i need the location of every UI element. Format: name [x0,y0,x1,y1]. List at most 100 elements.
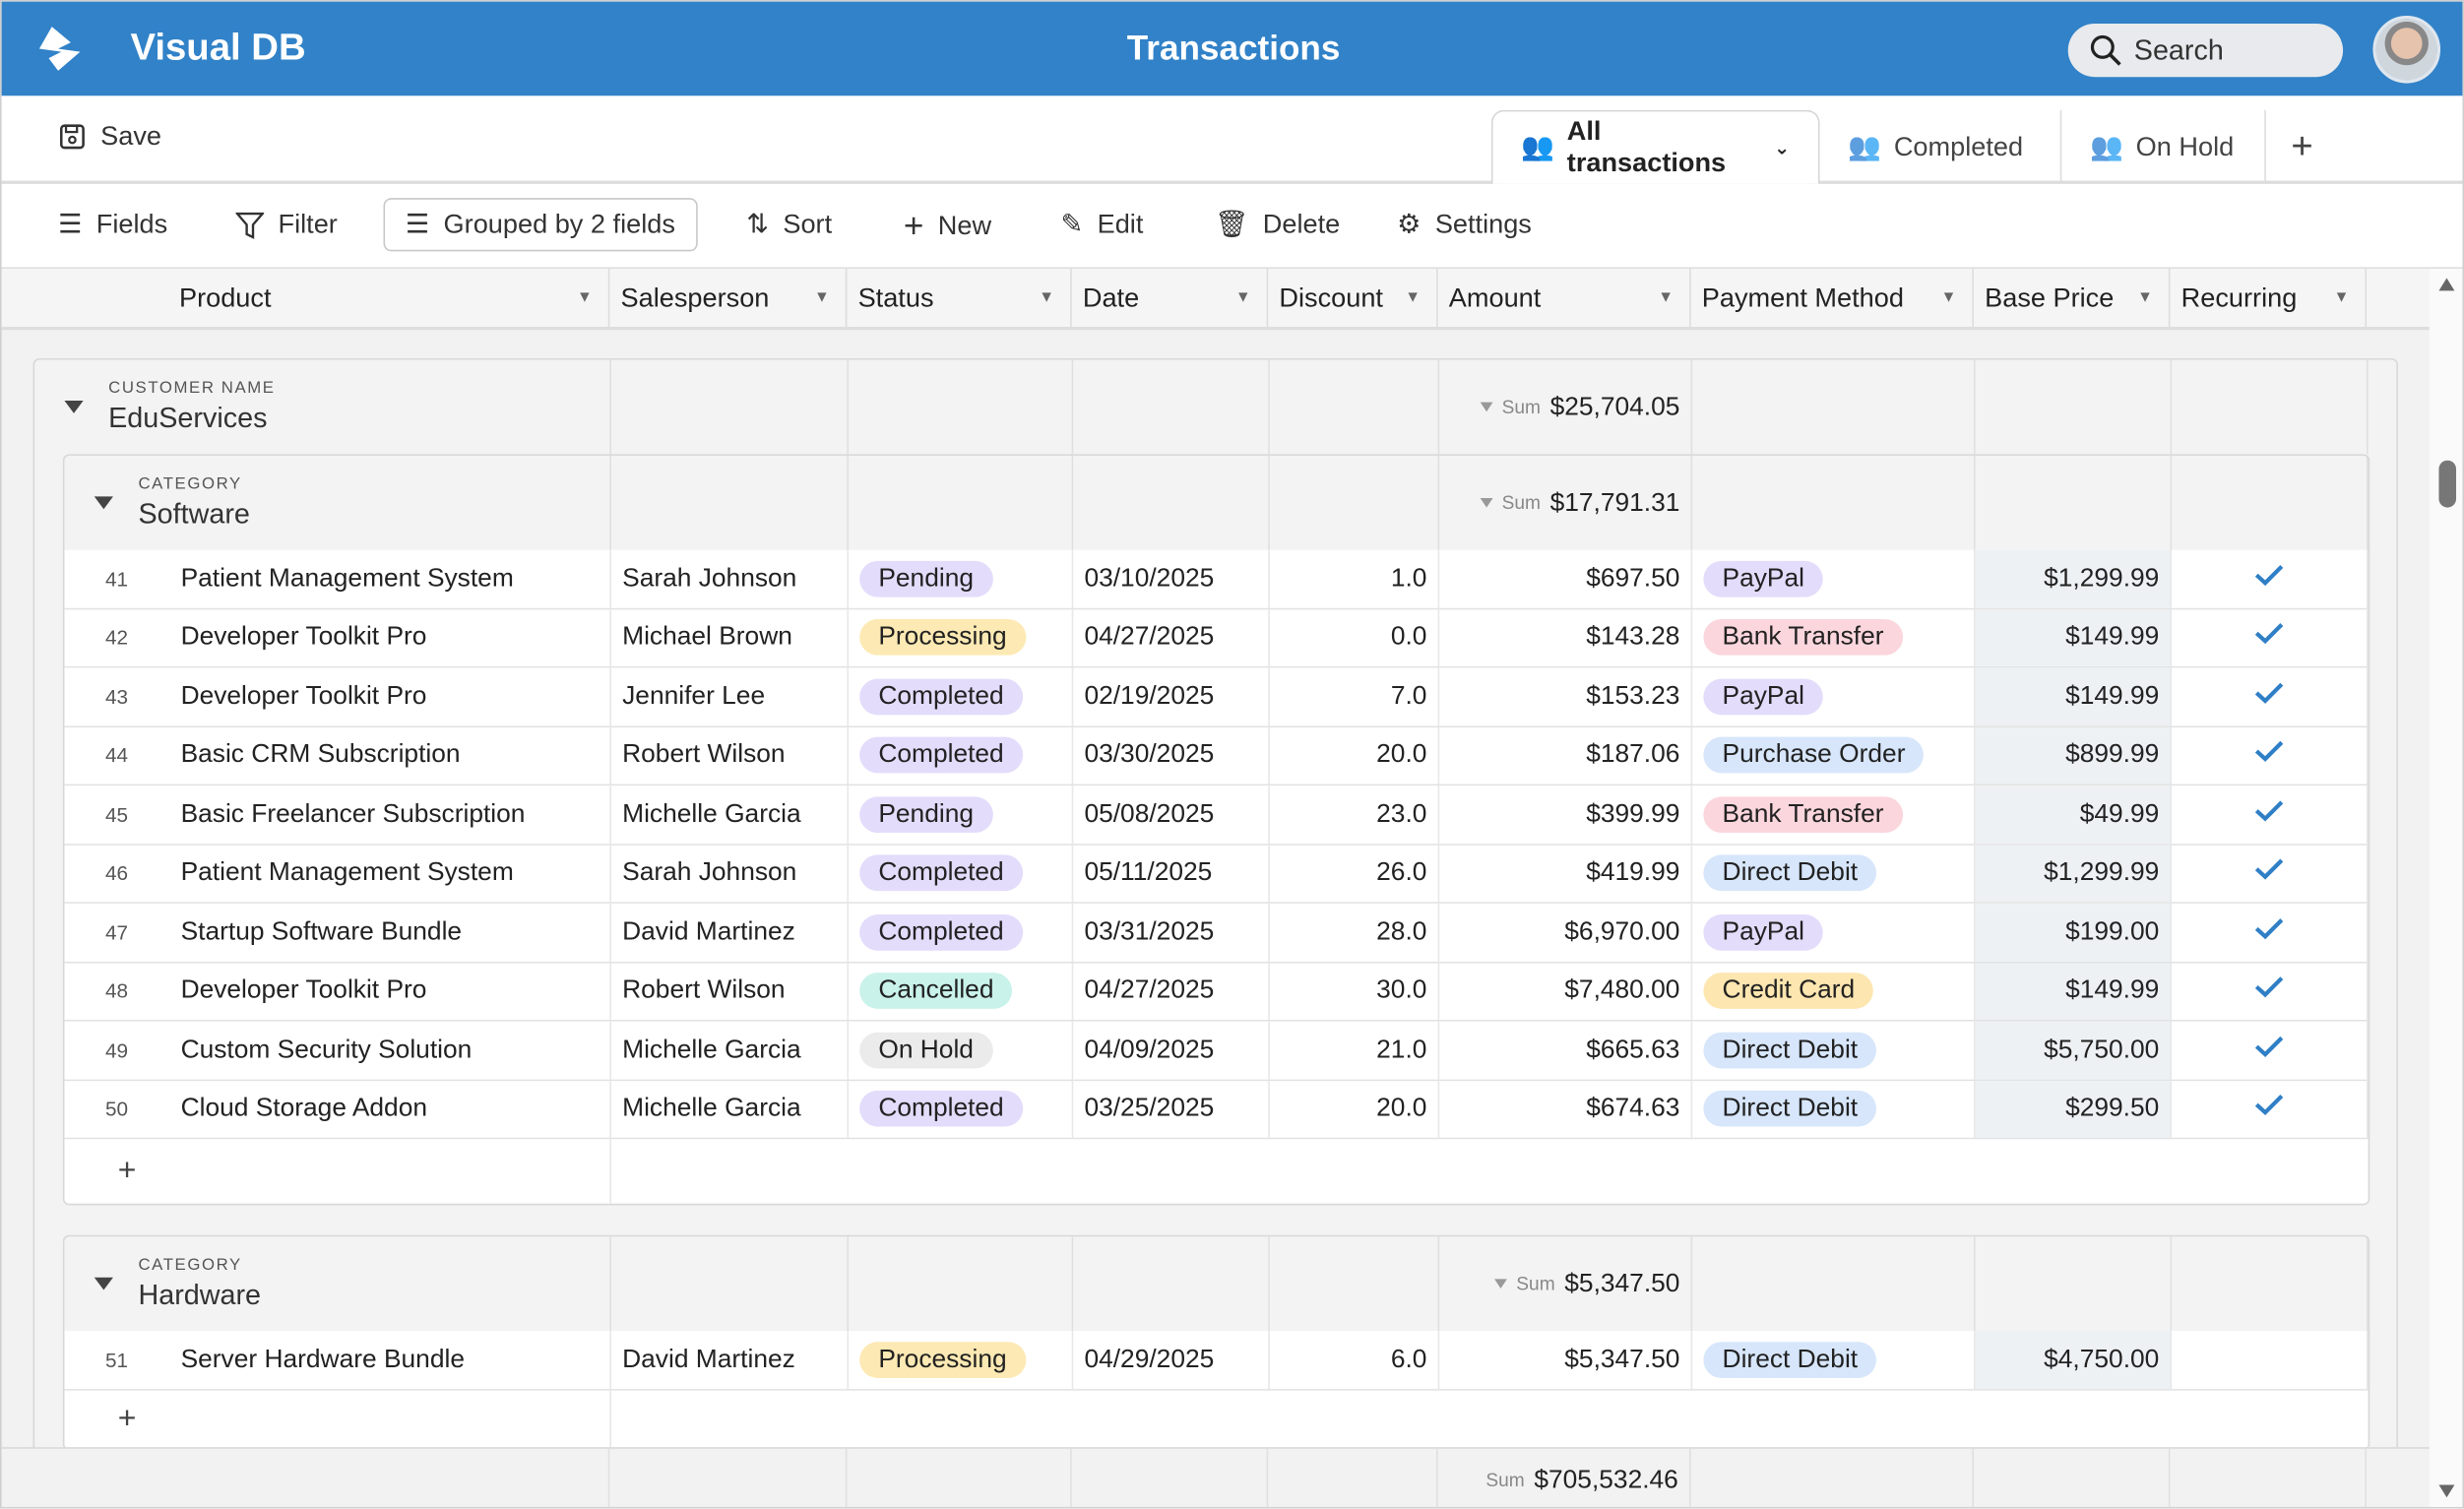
sum-dropdown-icon[interactable] [1480,402,1493,412]
recurring-cell[interactable] [2172,962,2369,1020]
status-cell[interactable]: Cancelled [849,962,1074,1020]
product-cell[interactable]: 43 Developer Toolkit Pro [64,667,611,725]
date-cell[interactable]: 04/27/2025 [1073,962,1270,1020]
discount-cell[interactable]: 7.0 [1270,667,1440,725]
add-view-button[interactable]: + [2264,109,2338,184]
salesperson-cell[interactable]: Michael Brown [611,608,850,666]
search-input[interactable]: Search [2067,23,2344,78]
status-cell[interactable]: Completed [849,726,1074,785]
column-header-discount[interactable]: Discount ▼ [1268,268,1438,328]
recurring-cell[interactable] [2172,608,2369,666]
product-cell[interactable]: 51 Server Hardware Bundle [64,1331,611,1389]
payment-cell[interactable]: Direct Debit [1692,1080,1976,1138]
tab-on-hold[interactable]: 👥 On Hold [2059,109,2262,184]
amount-cell[interactable]: $399.99 [1439,786,1693,844]
base-price-cell[interactable]: $149.99 [1975,608,2173,666]
column-header-amount[interactable]: Amount ▼ [1438,268,1691,328]
column-menu-icon[interactable]: ▼ [1658,288,1674,307]
discount-cell[interactable]: 20.0 [1270,726,1440,785]
salesperson-cell[interactable]: Sarah Johnson [611,549,850,607]
edit-button[interactable]: ✎ Edit [1061,209,1144,240]
table-row[interactable]: 46 Patient Management System Sarah Johnson… [64,845,2369,904]
vertical-scrollbar[interactable] [2429,268,2463,1507]
discount-cell[interactable]: 28.0 [1270,903,1440,962]
table-row[interactable]: 42 Developer Toolkit Pro Michael Brown Proc… [64,608,2369,668]
save-button[interactable]: Save [58,121,161,153]
table-row[interactable]: 50 Cloud Storage Addon Michelle Garcia Comp… [64,1080,2369,1140]
status-cell[interactable]: On Hold [849,1021,1074,1079]
status-cell[interactable]: Completed [849,845,1074,903]
discount-cell[interactable]: 30.0 [1270,962,1440,1020]
product-cell[interactable]: 47 Startup Software Bundle [64,903,611,962]
amount-cell[interactable]: $153.23 [1439,667,1693,725]
column-header-date[interactable]: Date ▼ [1072,268,1269,328]
status-cell[interactable]: Completed [849,903,1074,962]
salesperson-cell[interactable]: Sarah Johnson [611,845,850,903]
product-cell[interactable]: 41 Patient Management System [64,549,611,607]
scroll-up-icon[interactable] [2438,278,2455,291]
table-row[interactable]: 45 Basic Freelancer Subscription Michelle … [64,786,2369,846]
base-price-cell[interactable]: $1,299.99 [1975,549,2173,607]
collapse-icon[interactable] [94,496,113,510]
status-cell[interactable]: Pending [849,786,1074,844]
salesperson-cell[interactable]: David Martinez [611,903,850,962]
group-header-title[interactable]: CATEGORY Hardware [64,1236,611,1332]
tab-completed[interactable]: 👥 Completed [1820,110,2052,184]
amount-cell[interactable]: $7,480.00 [1439,962,1693,1020]
collapse-icon[interactable] [64,401,84,413]
status-cell[interactable]: Completed [849,667,1074,725]
amount-cell[interactable]: $187.06 [1439,726,1693,785]
product-cell[interactable]: 46 Patient Management System [64,845,611,903]
recurring-cell[interactable] [2172,903,2369,962]
column-menu-icon[interactable]: ▼ [2333,288,2350,307]
salesperson-cell[interactable]: Jennifer Lee [611,667,850,725]
salesperson-cell[interactable]: Robert Wilson [611,962,850,1020]
logo-icon[interactable] [36,27,84,79]
date-cell[interactable]: 05/08/2025 [1073,786,1270,844]
product-cell[interactable]: 42 Developer Toolkit Pro [64,608,611,666]
base-price-cell[interactable]: $149.99 [1975,962,2173,1020]
amount-cell[interactable]: $697.50 [1439,549,1693,607]
column-menu-icon[interactable]: ▼ [576,288,593,307]
recurring-cell[interactable] [2172,1021,2369,1079]
recurring-cell[interactable] [2172,1080,2369,1138]
payment-cell[interactable]: Direct Debit [1692,845,1976,903]
discount-cell[interactable]: 6.0 [1270,1331,1440,1389]
payment-cell[interactable]: Purchase Order [1692,726,1976,785]
product-cell[interactable]: 45 Basic Freelancer Subscription [64,786,611,844]
column-header-salesperson[interactable]: Salesperson ▼ [609,268,848,328]
recurring-cell[interactable] [2172,786,2369,844]
tab-all-transactions[interactable]: 👥 All transactions ⌄ [1490,109,1820,184]
recurring-cell[interactable] [2172,845,2369,903]
salesperson-cell[interactable]: David Martinez [611,1331,850,1389]
base-price-cell[interactable]: $49.99 [1975,786,2173,844]
recurring-cell[interactable] [2172,726,2369,785]
discount-cell[interactable]: 21.0 [1270,1021,1440,1079]
base-price-cell[interactable]: $1,299.99 [1975,845,2173,903]
avatar[interactable] [2372,15,2441,84]
add-row-button[interactable]: + [64,1389,611,1448]
column-menu-icon[interactable]: ▼ [1234,288,1251,307]
salesperson-cell[interactable]: Robert Wilson [611,726,850,785]
base-price-cell[interactable]: $4,750.00 [1975,1331,2173,1389]
date-cell[interactable]: 05/11/2025 [1073,845,1270,903]
fields-button[interactable]: ☰ Fields [58,209,167,240]
recurring-cell[interactable] [2172,1331,2369,1389]
table-row[interactable]: 47 Startup Software Bundle David Martinez C… [64,903,2369,963]
product-cell[interactable]: 48 Developer Toolkit Pro [64,962,611,1020]
payment-cell[interactable]: Bank Transfer [1692,608,1976,666]
product-cell[interactable]: 50 Cloud Storage Addon [64,1080,611,1138]
status-cell[interactable]: Processing [849,1331,1074,1389]
product-cell[interactable]: 44 Basic CRM Subscription [64,726,611,785]
status-cell[interactable]: Pending [849,549,1074,607]
column-header-recurring[interactable]: Recurring ▼ [2170,268,2368,328]
table-row[interactable]: 44 Basic CRM Subscription Robert Wilson Com… [64,726,2369,786]
date-cell[interactable]: 02/19/2025 [1073,667,1270,725]
table-row[interactable]: 48 Developer Toolkit Pro Robert Wilson Canc… [64,962,2369,1022]
base-price-cell[interactable]: $199.00 [1975,903,2173,962]
scroll-down-icon[interactable] [2438,1484,2455,1498]
column-menu-icon[interactable]: ▼ [2137,288,2153,307]
discount-cell[interactable]: 1.0 [1270,549,1440,607]
date-cell[interactable]: 03/10/2025 [1073,549,1270,607]
amount-cell[interactable]: $674.63 [1439,1080,1693,1138]
